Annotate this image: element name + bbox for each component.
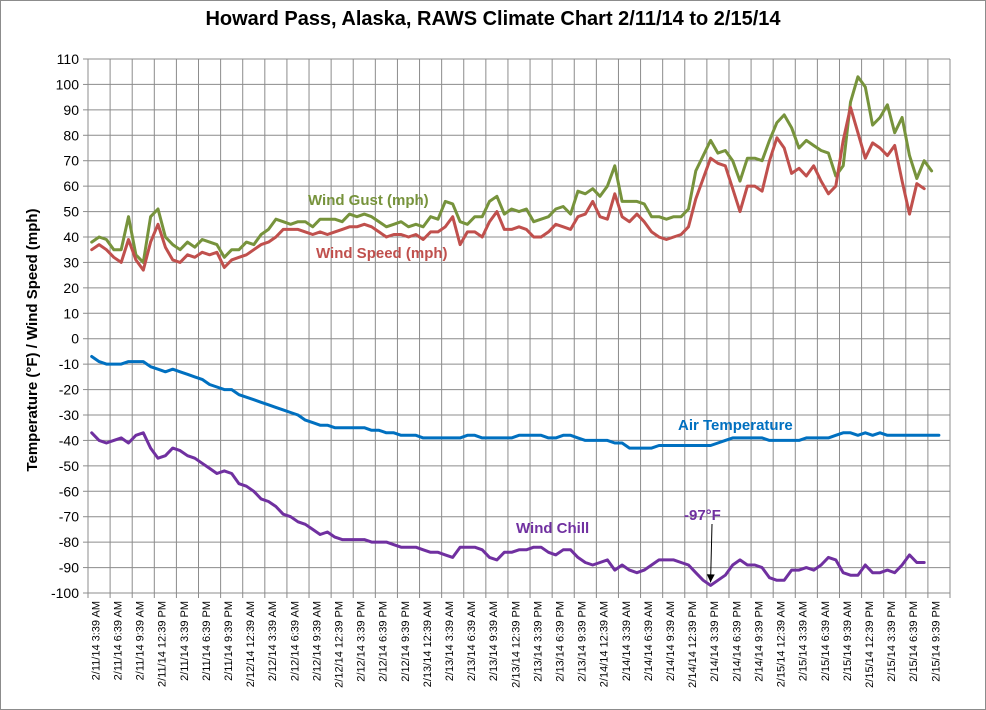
y-tick-label: -40 — [59, 432, 79, 448]
x-tick-label: 2/15/14 6:39 PM — [908, 601, 920, 682]
series-line-wind-gust-mph — [90, 75, 934, 264]
chart-title: Howard Pass, Alaska, RAWS Climate Chart … — [205, 8, 781, 30]
y-tick-label: -30 — [59, 407, 79, 423]
y-axis-label: Temperature (°F) / Wind Speed (mph) — [24, 208, 41, 471]
series-label-air-temperature: Air Temperature — [678, 417, 793, 434]
y-tick-label: -10 — [59, 356, 79, 372]
x-tick-label: 2/11/14 3:39 PM — [179, 601, 191, 681]
annotation-arrow — [710, 523, 713, 583]
y-tick-label: 80 — [63, 127, 79, 143]
axis-layer: -100-90-80-70-60-50-40-30-20-10010203040… — [51, 51, 951, 688]
x-tick-label: 2/14/14 12:39 PM — [687, 601, 699, 688]
x-tick-label: 2/15/14 3:39 PM — [886, 601, 898, 682]
grid-layer — [87, 58, 951, 594]
x-tick-label: 2/15/14 9:39 PM — [930, 601, 942, 682]
x-tick-label: 2/13/14 6:39 PM — [555, 601, 567, 682]
y-tick-label: 90 — [63, 102, 79, 118]
y-tick-label: 0 — [71, 331, 79, 347]
y-tick-label: -100 — [51, 585, 79, 601]
x-tick-label: 2/12/14 12:39 PM — [333, 601, 345, 688]
series-line-air-temperature — [90, 355, 941, 450]
annotation-arrowhead — [706, 574, 715, 583]
y-tick-label: 110 — [57, 51, 80, 67]
x-tick-label: 2/14/14 9:39 PM — [753, 601, 765, 682]
x-tick-label: 2/11/14 9:39 AM — [135, 601, 147, 680]
y-tick-label: -50 — [59, 458, 79, 474]
series-label-wind-gust: Wind Gust (mph) — [308, 192, 429, 209]
series-line-wind-speed-mph — [90, 105, 926, 272]
y-tick-label: 70 — [63, 153, 79, 169]
x-tick-label: 2/11/14 9:39 PM — [223, 601, 235, 681]
x-tick-label: 2/12/14 3:39 PM — [356, 601, 368, 682]
series-line-wind-chill — [90, 431, 926, 587]
x-tick-label: 2/13/14 3:39 AM — [444, 601, 456, 681]
x-tick-label: 2/14/14 3:39 PM — [709, 601, 721, 682]
y-tick-label: 100 — [56, 76, 80, 92]
y-tick-label: -60 — [59, 483, 79, 499]
y-tick-label: -70 — [59, 509, 79, 525]
x-tick-label: 2/15/14 6:39 AM — [820, 601, 832, 681]
x-tick-label: 2/13/14 9:39 PM — [577, 601, 589, 682]
x-tick-label: 2/13/14 12:39 PM — [510, 601, 522, 688]
series-label-wind-chill: Wind Chill — [516, 520, 589, 537]
x-tick-label: 2/14/14 6:39 AM — [643, 601, 655, 681]
x-tick-label: 2/13/14 6:39 AM — [466, 601, 478, 681]
y-tick-label: -80 — [59, 534, 79, 550]
y-tick-label: 20 — [63, 280, 79, 296]
x-tick-label: 2/15/14 12:39 PM — [864, 601, 876, 688]
y-tick-label: -20 — [59, 382, 79, 398]
x-tick-label: 2/11/14 12:39 PM — [157, 601, 169, 687]
series-layer — [90, 75, 941, 587]
x-tick-label: 2/11/14 6:39 PM — [201, 601, 213, 681]
x-tick-label: 2/11/14 3:39 AM — [90, 601, 102, 680]
y-tick-label: 50 — [63, 204, 79, 220]
x-tick-label: 2/13/14 3:39 PM — [532, 601, 544, 682]
x-tick-label: 2/14/14 12:39 AM — [599, 601, 611, 687]
x-tick-label: 2/14/14 6:39 PM — [731, 601, 743, 682]
x-tick-label: 2/12/14 9:39 AM — [311, 601, 323, 681]
x-tick-label: 2/12/14 3:39 AM — [267, 601, 279, 681]
x-tick-label: 2/11/14 6:39 AM — [112, 601, 124, 680]
x-tick-label: 2/12/14 12:39 AM — [245, 601, 257, 687]
x-tick-label: 2/15/14 3:39 AM — [798, 601, 810, 681]
x-tick-label: 2/14/14 9:39 AM — [665, 601, 677, 681]
y-tick-label: -90 — [59, 560, 79, 576]
x-tick-label: 2/12/14 9:39 PM — [400, 601, 412, 682]
y-tick-label: 10 — [63, 305, 79, 321]
x-tick-label: 2/12/14 6:39 AM — [289, 601, 301, 681]
x-tick-label: 2/12/14 6:39 PM — [378, 601, 390, 682]
y-tick-label: 30 — [63, 254, 79, 270]
y-tick-label: 60 — [63, 178, 79, 194]
x-tick-label: 2/15/14 12:39 AM — [776, 601, 788, 687]
x-tick-label: 2/13/14 9:39 AM — [488, 601, 500, 681]
x-tick-label: 2/14/14 3:39 AM — [621, 601, 633, 681]
x-tick-label: 2/13/14 12:39 AM — [422, 601, 434, 687]
series-label-wind-speed: Wind Speed (mph) — [316, 245, 448, 262]
x-tick-label: 2/15/14 9:39 AM — [842, 601, 854, 681]
y-tick-label: 40 — [63, 229, 79, 245]
annotation-min-wind-chill: -97°F — [684, 507, 721, 524]
